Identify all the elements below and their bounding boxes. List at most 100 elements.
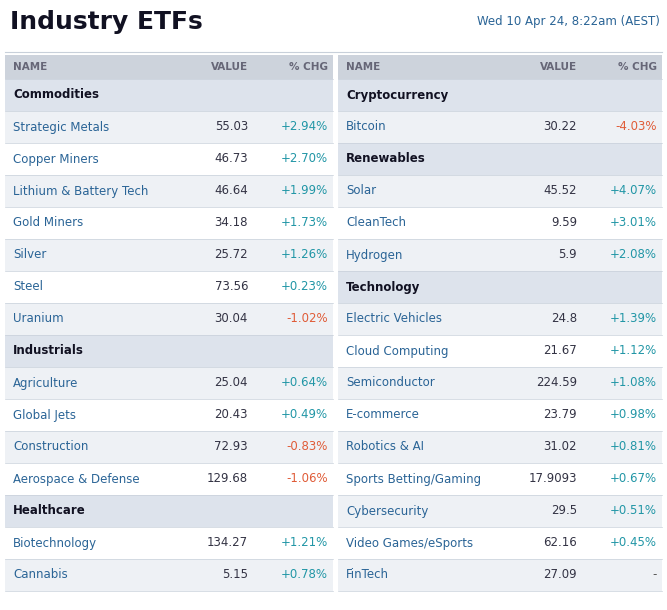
Text: FinTech: FinTech [346,569,389,581]
Text: VALUE: VALUE [540,62,577,72]
Text: +1.73%: +1.73% [281,217,328,229]
Text: +2.08%: +2.08% [610,248,657,262]
Bar [338,431,662,463]
Bar [5,207,333,239]
Text: -1.06%: -1.06% [286,473,328,486]
Text: Semiconductor: Semiconductor [346,376,435,390]
Bar [5,495,333,527]
Bar [5,527,333,559]
Text: Agriculture: Agriculture [13,376,79,390]
Text: Sports Betting/Gaming: Sports Betting/Gaming [346,473,481,486]
Text: 73.56: 73.56 [215,281,248,293]
Bar [338,367,662,399]
Bar [5,303,333,335]
Text: -1.02%: -1.02% [286,312,328,326]
Bar [338,463,662,495]
Bar [338,175,662,207]
Text: 129.68: 129.68 [207,473,248,486]
Text: 72.93: 72.93 [214,440,248,453]
Text: E-commerce: E-commerce [346,409,420,422]
Text: 17.9093: 17.9093 [528,473,577,486]
Text: Electric Vehicles: Electric Vehicles [346,312,442,326]
Bar [338,79,662,111]
Text: 224.59: 224.59 [536,376,577,390]
Text: +0.78%: +0.78% [281,569,328,581]
Bar [338,303,662,335]
Text: 23.79: 23.79 [544,409,577,422]
Text: NAME: NAME [13,62,47,72]
Text: Healthcare: Healthcare [13,504,86,517]
Text: Strategic Metals: Strategic Metals [13,121,109,134]
Text: 134.27: 134.27 [207,537,248,550]
Bar [5,239,333,271]
Bar [338,207,662,239]
Text: Bitcoin: Bitcoin [346,121,387,134]
Text: +0.67%: +0.67% [610,473,657,486]
Text: CleanTech: CleanTech [346,217,406,229]
Text: Lithium & Battery Tech: Lithium & Battery Tech [13,184,148,198]
Text: Cybersecurity: Cybersecurity [346,504,428,517]
Text: +2.94%: +2.94% [281,121,328,134]
Bar [5,55,333,79]
Text: +1.39%: +1.39% [610,312,657,326]
Bar [338,335,662,367]
Text: 30.22: 30.22 [544,121,577,134]
Text: +1.21%: +1.21% [281,537,328,550]
Text: 25.04: 25.04 [215,376,248,390]
Text: Technology: Technology [346,281,420,293]
Text: +2.70%: +2.70% [281,152,328,165]
Text: Cannabis: Cannabis [13,569,68,581]
Text: Industry ETFs: Industry ETFs [10,10,203,34]
Text: NAME: NAME [346,62,380,72]
Bar [338,239,662,271]
Text: 21.67: 21.67 [543,345,577,357]
Bar [5,399,333,431]
Text: Construction: Construction [13,440,88,453]
Text: Gold Miners: Gold Miners [13,217,83,229]
Text: Steel: Steel [13,281,43,293]
Text: 31.02: 31.02 [544,440,577,453]
Bar [5,111,333,143]
Text: Video Games/eSports: Video Games/eSports [346,537,473,550]
Text: Robotics & AI: Robotics & AI [346,440,424,453]
Text: -: - [652,569,657,581]
Text: 27.09: 27.09 [544,569,577,581]
Text: 46.73: 46.73 [214,152,248,165]
Text: Silver: Silver [13,248,47,262]
Text: +0.51%: +0.51% [610,504,657,517]
Text: 29.5: 29.5 [551,504,577,517]
Text: 46.64: 46.64 [214,184,248,198]
Text: Global Jets: Global Jets [13,409,76,422]
Text: 9.59: 9.59 [551,217,577,229]
Text: Aerospace & Defense: Aerospace & Defense [13,473,139,486]
Text: +1.12%: +1.12% [610,345,657,357]
Text: 34.18: 34.18 [215,217,248,229]
Text: +4.07%: +4.07% [610,184,657,198]
Text: Hydrogen: Hydrogen [346,248,404,262]
Bar [5,367,333,399]
Text: % CHG: % CHG [289,62,328,72]
Text: +0.98%: +0.98% [610,409,657,422]
Text: Biotechnology: Biotechnology [13,537,97,550]
Text: 20.43: 20.43 [215,409,248,422]
Text: 55.03: 55.03 [215,121,248,134]
Text: Cryptocurrency: Cryptocurrency [346,88,448,101]
Text: +0.49%: +0.49% [281,409,328,422]
Bar [338,55,662,79]
Text: 25.72: 25.72 [214,248,248,262]
Text: 5.15: 5.15 [222,569,248,581]
Text: 30.04: 30.04 [215,312,248,326]
Text: % CHG: % CHG [618,62,657,72]
Text: +1.99%: +1.99% [281,184,328,198]
Text: 62.16: 62.16 [543,537,577,550]
Text: VALUE: VALUE [211,62,248,72]
Text: -0.83%: -0.83% [287,440,328,453]
Bar [338,495,662,527]
Text: +0.45%: +0.45% [610,537,657,550]
Bar [5,79,333,111]
Text: +3.01%: +3.01% [610,217,657,229]
Bar [338,143,662,175]
Text: 5.9: 5.9 [558,248,577,262]
Text: Industrials: Industrials [13,345,84,357]
Text: Cloud Computing: Cloud Computing [346,345,448,357]
